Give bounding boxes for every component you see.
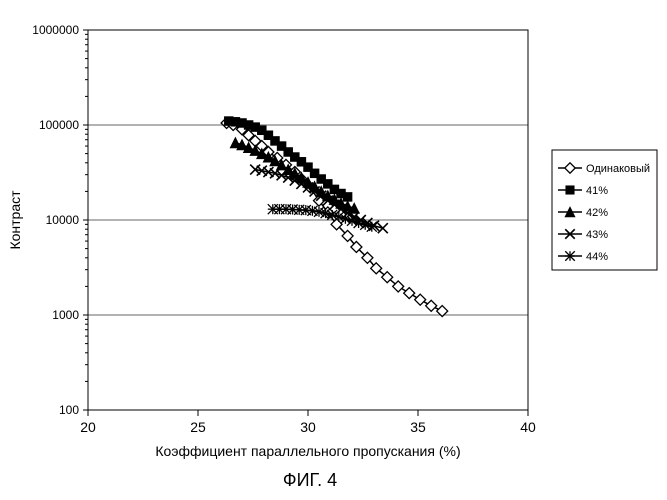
- y-tick-label: 100: [59, 403, 79, 417]
- legend-label: 41%: [586, 185, 608, 197]
- chart-svg: 100 1000 10000 100000 1000000 20 25 30 35 40 Контр…: [0, 0, 667, 500]
- y-tick-label: 100000: [39, 118, 79, 132]
- x-tick-label: 30: [300, 419, 316, 435]
- legend-label: 44%: [586, 251, 608, 263]
- legend-label: 42%: [586, 207, 608, 219]
- x-tick-label: 20: [80, 419, 96, 435]
- figure-caption: ФИГ. 4: [283, 470, 337, 490]
- x-axis-label: Коэффициент параллельного пропускания (%…: [155, 443, 460, 459]
- y-tick-label: 10000: [46, 213, 80, 227]
- x-tick-label: 40: [520, 419, 536, 435]
- legend-label: Одинаковый: [586, 163, 650, 175]
- chart-container: 100 1000 10000 100000 1000000 20 25 30 35 40 Контр…: [0, 0, 667, 500]
- y-tick-label: 1000000: [32, 23, 79, 37]
- x-tick-label: 25: [190, 419, 206, 435]
- legend-label: 43%: [586, 229, 608, 241]
- y-tick-label: 1000: [52, 308, 79, 322]
- x-tick-label: 35: [410, 419, 426, 435]
- y-axis-label: Контраст: [7, 190, 23, 250]
